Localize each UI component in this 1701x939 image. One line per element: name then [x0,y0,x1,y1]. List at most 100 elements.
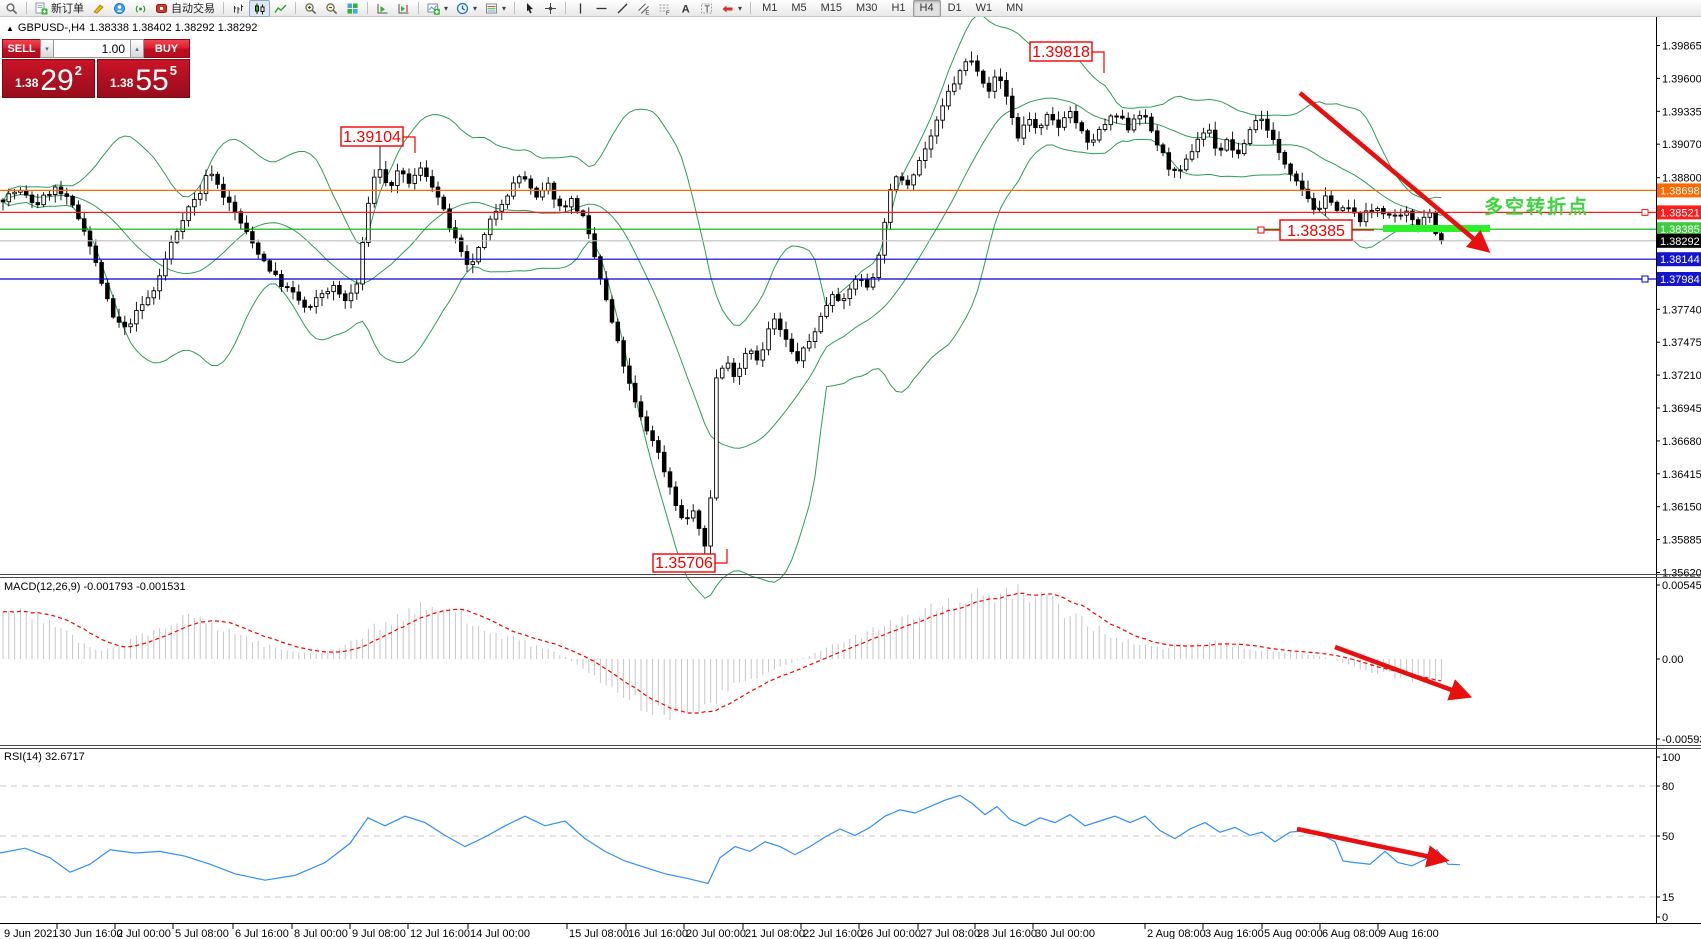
timeframe-mn-button[interactable]: MN [1006,2,1024,14]
svg-text:1.39818: 1.39818 [1032,44,1090,61]
line-selection-handle[interactable] [1641,208,1649,216]
neworder-icon [35,2,48,14]
signals-button[interactable] [130,0,151,17]
fibonacci-tool-button[interactable]: F [654,0,675,17]
price-axis-label: 1.39070 [1662,139,1701,151]
time-axis-label: 3 Aug 16:00 [1205,928,1264,939]
price-tag-label: 1.38144 [1660,254,1700,266]
svg-text:A: A [682,3,690,14]
timeframe-h1-button[interactable]: H1 [891,2,906,14]
horizontal-line-tool-button[interactable] [591,0,612,17]
volume-increase-button[interactable]: ▴ [130,39,144,58]
barchart-icon [234,4,244,13]
timeframe-m15-button[interactable]: M15 [820,2,843,14]
sell-button[interactable]: SELL [2,39,40,58]
line-selection-handle[interactable] [1641,275,1649,283]
textA-icon: A [682,3,690,14]
time-axis-label: 14 Jul 00:00 [470,928,530,939]
channel-tool-button[interactable]: E [633,0,654,17]
indicators-button[interactable]: ▾ [423,0,452,17]
timeframe-m30-button[interactable]: M30 [856,2,878,14]
time-axis-label: 27 Jul 08:00 [920,928,980,939]
macd-indicator-label: MACD(12,26,9) -0.001793 -0.001531 [4,581,186,593]
crosshair-tool-button[interactable] [540,0,561,17]
search-button[interactable] [1,0,22,17]
time-axis-label: 2 Jul 00:00 [117,928,171,939]
arrows-tool-button[interactable]: ▾ [717,0,746,17]
trend-arrow-object[interactable] [1298,91,1491,253]
price-axis-label: 1.35885 [1662,535,1701,547]
rsi-axis-label: 0 [1662,912,1668,924]
time-axis-label: 26 Jul 00:00 [861,928,921,939]
volume-input[interactable]: 1.00 [54,39,130,58]
price-annotation[interactable]: 1.39104 [340,126,416,153]
candlestick-mode-button[interactable] [249,0,270,17]
timeframe-m1-button[interactable]: M1 [762,2,778,14]
arrows-icon [722,5,733,12]
price-axis-label: 1.36945 [1662,403,1701,415]
text-label-tool-button[interactable]: T [696,0,717,17]
dropdown-arrow-icon: ▾ [502,3,507,13]
cursor-icon [527,2,534,13]
indicators-icon [427,3,440,15]
svg-text:1.39104: 1.39104 [343,129,401,146]
vline-icon [579,3,582,13]
support-highlight-bar[interactable] [1383,225,1490,232]
time-axis-label: 6 Jul 16:00 [235,928,289,939]
price-annotation[interactable]: 1.38385 [1257,219,1374,241]
zoom-out-button[interactable] [321,0,342,17]
styler-button[interactable] [88,0,109,17]
labelT-icon: T [701,3,713,14]
timeframe-d1-button[interactable]: D1 [947,2,962,14]
rsi-indicator-label: RSI(14) 32.6717 [4,751,85,763]
timeframe-m5-button[interactable]: M5 [791,2,807,14]
price-axis-label: 1.36150 [1662,502,1701,514]
auto-trading-button[interactable]: 自动交易 [151,0,219,17]
trend-arrow-object[interactable] [1296,826,1450,868]
price-axis-label: 1.37740 [1662,304,1701,316]
timeframe-w1-button[interactable]: W1 [975,2,993,14]
community-button[interactable] [109,0,130,17]
svg-text:E: E [645,10,649,14]
chart-shift-button[interactable] [393,0,414,17]
dropdown-arrow-icon: ▾ [444,3,449,13]
price-tag [1657,272,1701,286]
price-annotation[interactable]: 1.35706 [652,549,728,573]
macd-signal-line [2,592,1442,714]
auto-scroll-button[interactable] [372,0,393,17]
vertical-line-tool-button[interactable] [570,0,591,17]
toolbar-separator [418,2,419,14]
bar-chart-mode-button[interactable] [228,0,249,17]
buy-price-display[interactable]: 1.38 55 5 [97,59,190,98]
time-axis-label: 9 Aug 16:00 [1380,928,1439,939]
buy-button[interactable]: BUY [144,39,190,58]
cursor-tool-button[interactable] [519,0,540,17]
trend-arrow-object[interactable] [1334,644,1473,701]
trendline-tool-button[interactable] [612,0,633,17]
price-annotation[interactable]: 1.39818 [1029,41,1105,73]
svg-text:T: T [704,4,710,14]
timeframe-h4-button[interactable]: H4 [912,0,941,17]
templates-button[interactable]: ▾ [481,0,510,17]
line-chart-mode-button[interactable] [270,0,291,17]
time-axis-label: 15 Jul 08:00 [569,928,629,939]
periods-button[interactable]: ▾ [452,0,481,17]
macd-axis-label: -0.005938 [1662,734,1701,746]
magnifier-icon [6,2,18,14]
zoom-in-button[interactable] [300,0,321,17]
bollinger-bands [2,14,1442,599]
sell-price-display[interactable]: 1.38 29 2 [2,59,95,98]
collapse-triangle-icon[interactable]: ▲ [6,23,14,33]
turning-point-note[interactable]: 多空转折点 [1484,195,1589,218]
toolbar-separator [295,2,296,14]
volume-decrease-button[interactable]: ▾ [40,39,54,58]
price-tag-label: 1.38292 [1660,236,1700,248]
text-tool-button[interactable]: A [675,0,696,17]
new-order-button[interactable]: 新订单 [31,0,88,17]
rsi-line [0,794,1461,885]
tile-windows-button[interactable] [342,0,363,17]
price-tag-label: 1.37984 [1660,274,1700,286]
price-axis-label: 1.39865 [1662,41,1701,53]
dropdown-arrow-icon: ▾ [473,3,478,13]
